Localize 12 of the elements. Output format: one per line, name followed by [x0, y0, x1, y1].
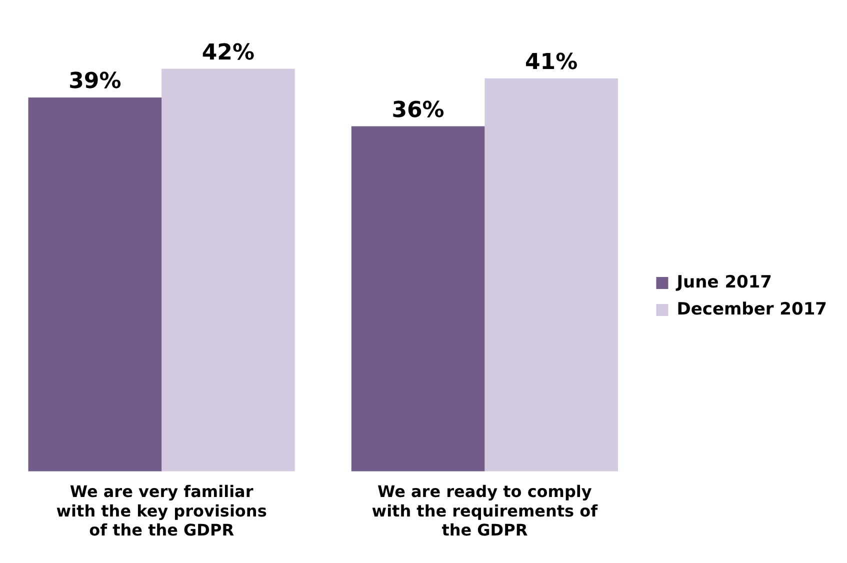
- x-tick-label: We are ready to comply with the requirements of the GDPR: [372, 482, 599, 540]
- data-label: 39%: [68, 69, 122, 94]
- legend-label: June 2017: [676, 272, 772, 292]
- bar: [484, 78, 618, 472]
- legend-label: December 2017: [676, 299, 828, 320]
- bar: [28, 98, 162, 472]
- bar: [162, 68, 295, 472]
- bar: [351, 126, 485, 472]
- data-label: 42%: [202, 40, 255, 66]
- data-label: 36%: [392, 98, 444, 123]
- data-label: 41%: [524, 50, 578, 76]
- x-tick-label: We are very familiar with the key provisions of the the GDPR: [56, 482, 267, 540]
